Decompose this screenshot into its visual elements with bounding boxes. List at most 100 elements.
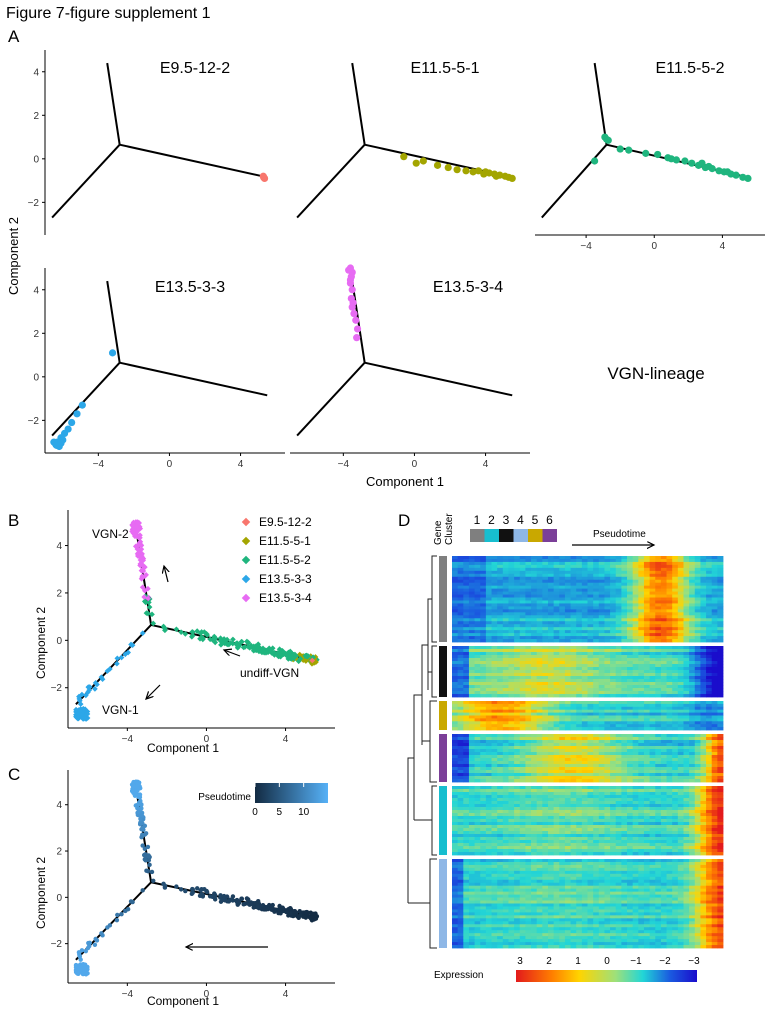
- heatmap-cell: [491, 618, 498, 622]
- heatmap-cell: [689, 813, 696, 817]
- heatmap-cell: [598, 734, 605, 738]
- heatmap-cell: [525, 652, 532, 656]
- heatmap-cell: [480, 627, 487, 631]
- heatmap-cell: [689, 773, 696, 777]
- heatmap-cell: [576, 712, 583, 716]
- heatmap-cell: [649, 767, 656, 771]
- heatmap-cell: [474, 786, 481, 790]
- heatmap-cell: [559, 600, 566, 604]
- heatmap-cell: [457, 609, 464, 613]
- data-point: [591, 157, 599, 165]
- heatmap-cell: [593, 673, 600, 677]
- heatmap-cell: [497, 724, 504, 728]
- heatmap-cell: [683, 679, 690, 683]
- heatmap-cell: [610, 564, 617, 569]
- heatmap-cell: [553, 807, 560, 811]
- heatmap-cell: [480, 724, 487, 728]
- heatmap-cell: [514, 676, 521, 680]
- data-point: [227, 897, 233, 902]
- heatmap-cell: [717, 652, 724, 656]
- heatmap-cell: [689, 721, 696, 725]
- heatmap-cell: [672, 658, 679, 662]
- heatmap-cell: [655, 597, 662, 601]
- heatmap-cell: [576, 709, 583, 713]
- heatmap-cell: [452, 734, 459, 738]
- data-point: [139, 584, 146, 591]
- heatmap-cell: [643, 734, 651, 738]
- heatmap-cell: [525, 746, 532, 750]
- heatmap-cell: [525, 633, 532, 637]
- heatmap-cell: [615, 816, 622, 820]
- row-cluster-bar: [439, 786, 447, 855]
- heatmap-cell: [660, 773, 667, 777]
- heatmap-cell: [514, 755, 521, 759]
- heatmap-cell: [632, 609, 639, 613]
- heatmap-cell: [452, 624, 459, 628]
- legend-swatch: [241, 574, 251, 584]
- heatmap-cell: [593, 776, 600, 780]
- heatmap-cell: [531, 749, 538, 753]
- heatmap-cell: [480, 721, 487, 725]
- heatmap-cell: [536, 755, 543, 759]
- heatmap-cell: [508, 718, 515, 722]
- heatmap-cell: [570, 612, 577, 616]
- heatmap-cell: [689, 556, 696, 560]
- data-point: [77, 711, 84, 718]
- heatmap-cell: [531, 804, 538, 808]
- heatmap-cell: [457, 561, 464, 566]
- heatmap-cell: [463, 636, 470, 640]
- heatmap-cell: [593, 609, 600, 613]
- heatmap-cell: [621, 594, 628, 598]
- heatmap-cell: [587, 724, 594, 728]
- data-point: [114, 655, 121, 662]
- heatmap-cell: [711, 795, 718, 799]
- heatmap-cell: [531, 795, 538, 799]
- heatmap-cell: [576, 789, 583, 793]
- heatmap-cell: [491, 564, 498, 569]
- heatmap-cell: [576, 685, 583, 689]
- heatmap-cell: [638, 801, 645, 805]
- heatmap-cell: [649, 664, 656, 668]
- heatmap-cell: [457, 597, 464, 601]
- heatmap-cell: [717, 609, 724, 613]
- heatmap-cell: [485, 667, 492, 671]
- heatmap-cell: [485, 630, 492, 634]
- heatmap-cell: [514, 813, 521, 817]
- heatmap-cell: [587, 591, 594, 595]
- heatmap-cell: [457, 709, 464, 713]
- heatmap-cell: [593, 792, 600, 796]
- heatmap-cell: [547, 655, 555, 659]
- heatmap-cell: [491, 603, 498, 607]
- heatmap-cell: [643, 582, 651, 587]
- heatmap-cell: [542, 609, 549, 613]
- heatmap-cell: [576, 703, 583, 708]
- heatmap-cell: [632, 594, 639, 598]
- heatmap-cell: [660, 652, 667, 656]
- heatmap-cell: [468, 609, 475, 613]
- heatmap-cell: [711, 779, 718, 783]
- heatmap-cell: [564, 798, 571, 802]
- heatmap-cell: [672, 743, 679, 747]
- heatmap-cell: [621, 709, 628, 713]
- heatmap-cell: [497, 786, 504, 790]
- heatmap-cell: [536, 594, 543, 598]
- heatmap-cell: [672, 718, 679, 722]
- heatmap-cell: [531, 688, 538, 692]
- heatmap-cell: [508, 743, 515, 747]
- heatmap-cell: [468, 770, 475, 774]
- heatmap-cell: [593, 615, 600, 619]
- heatmap-cell: [660, 679, 667, 683]
- heatmap-cell: [559, 819, 566, 823]
- heatmap-cell: [587, 701, 594, 705]
- heatmap-cell: [643, 776, 651, 780]
- heatmap-cell: [570, 786, 577, 790]
- legend-label: E13.5-3-3: [259, 572, 312, 586]
- heatmap-cell: [610, 673, 617, 677]
- heatmap-cell: [514, 615, 521, 619]
- heatmap-cell: [677, 588, 684, 592]
- heatmap-cell: [598, 591, 605, 595]
- heatmap-cell: [604, 740, 611, 744]
- heatmap-cell: [536, 798, 543, 802]
- heatmap-cell: [615, 737, 622, 741]
- heatmap-cell: [660, 761, 667, 765]
